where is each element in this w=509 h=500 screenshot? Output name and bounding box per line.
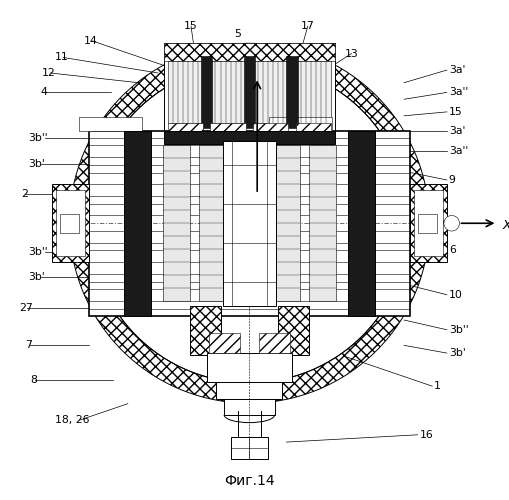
Bar	[296, 123, 330, 131]
Bar	[268, 117, 331, 131]
Bar	[164, 44, 334, 61]
Bar	[216, 382, 282, 400]
Bar	[89, 131, 409, 316]
Text: 3b': 3b'	[29, 160, 45, 170]
Bar	[167, 61, 202, 123]
Bar	[231, 437, 267, 458]
Text: 15: 15	[448, 107, 462, 117]
Bar	[79, 117, 142, 131]
Bar	[413, 190, 442, 256]
Text: 3a'': 3a''	[448, 146, 467, 156]
Bar	[210, 61, 245, 123]
Text: 1: 1	[433, 381, 440, 391]
Text: 4: 4	[40, 88, 47, 98]
Text: 8: 8	[31, 376, 37, 386]
Bar	[199, 146, 225, 301]
Text: 17: 17	[300, 22, 314, 32]
Bar	[210, 123, 245, 131]
Text: 5: 5	[234, 29, 241, 39]
Bar	[52, 184, 89, 262]
Bar	[308, 146, 335, 301]
Bar	[56, 190, 85, 256]
Text: Z: Z	[268, 80, 277, 94]
Bar	[253, 123, 288, 131]
Text: 3b'': 3b''	[29, 133, 48, 143]
Circle shape	[443, 216, 459, 231]
Bar	[347, 131, 374, 316]
Bar	[60, 214, 79, 233]
Text: 3b'': 3b''	[29, 247, 48, 257]
Text: 2: 2	[21, 188, 27, 198]
Bar	[167, 123, 202, 131]
Bar	[164, 44, 334, 131]
Text: 3a': 3a'	[448, 65, 464, 75]
Bar	[272, 146, 299, 301]
Bar	[206, 352, 292, 382]
Bar	[201, 56, 212, 128]
Text: 3b': 3b'	[448, 348, 465, 358]
Bar	[409, 184, 446, 262]
Text: 14: 14	[84, 36, 98, 46]
Bar	[124, 131, 151, 316]
Text: Фиг.14: Фиг.14	[223, 474, 274, 488]
Text: 3a'': 3a''	[448, 88, 467, 98]
Bar	[253, 61, 288, 123]
Text: 10: 10	[448, 290, 462, 300]
Text: 27: 27	[19, 304, 33, 314]
Bar	[208, 333, 239, 352]
Bar	[223, 400, 274, 415]
Bar	[286, 56, 297, 128]
Text: 7: 7	[24, 340, 32, 350]
Wedge shape	[69, 44, 429, 403]
Bar	[277, 306, 308, 354]
Bar	[259, 333, 290, 352]
Text: 3b': 3b'	[29, 272, 45, 282]
Text: 11: 11	[55, 52, 69, 62]
Text: 18, 26: 18, 26	[55, 415, 89, 425]
Text: 15: 15	[184, 22, 197, 32]
Bar	[296, 61, 330, 123]
Text: 13: 13	[344, 48, 358, 58]
Text: 9: 9	[448, 175, 455, 185]
Text: 3b'': 3b''	[448, 325, 467, 335]
Bar	[243, 56, 254, 128]
Text: 3a': 3a'	[448, 126, 464, 136]
Text: 16: 16	[419, 430, 433, 440]
Text: 6: 6	[448, 245, 455, 255]
Bar	[222, 140, 275, 306]
Bar	[417, 214, 436, 233]
Text: 12: 12	[42, 68, 56, 78]
Bar	[164, 131, 334, 144]
Bar	[190, 306, 221, 354]
Bar	[162, 146, 190, 301]
Text: X: X	[501, 220, 509, 232]
